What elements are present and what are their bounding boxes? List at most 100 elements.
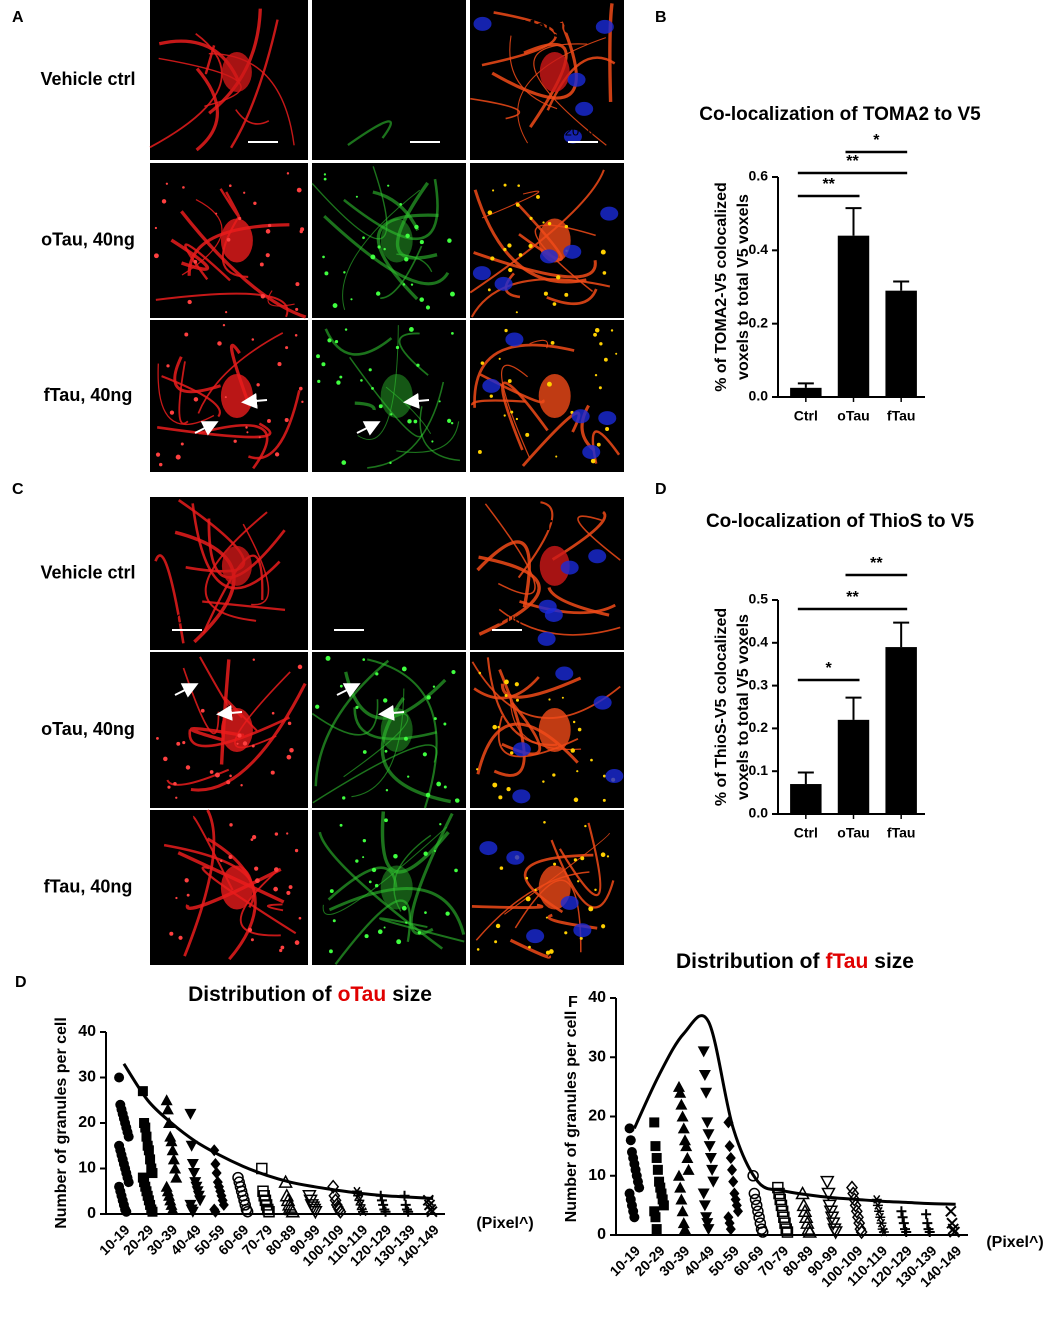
puncta xyxy=(503,247,507,252)
bar xyxy=(837,235,870,397)
significance-label: ** xyxy=(822,176,835,193)
x-unit-label: (Pixel^) xyxy=(986,1234,1043,1251)
data-point xyxy=(188,1168,201,1180)
puncta xyxy=(243,191,246,194)
data-point xyxy=(308,1205,323,1220)
data-point xyxy=(303,1194,318,1208)
puncta xyxy=(506,786,511,792)
nucleus xyxy=(595,19,614,34)
puncta xyxy=(154,226,158,230)
puncta xyxy=(165,182,169,185)
nucleus xyxy=(588,549,607,564)
neurite xyxy=(156,422,272,439)
neurite xyxy=(324,328,393,356)
neurite xyxy=(184,243,231,282)
neurite xyxy=(396,253,433,273)
data-point xyxy=(797,1203,813,1218)
puncta xyxy=(297,664,303,670)
neurite xyxy=(476,540,532,608)
puncta xyxy=(242,741,248,746)
puncta xyxy=(504,328,508,333)
x-tick-label: Ctrl xyxy=(794,825,818,841)
micrograph-signal xyxy=(471,821,615,959)
puncta xyxy=(542,780,545,783)
neurite xyxy=(385,386,432,434)
y-tick-label: 40 xyxy=(78,1023,96,1040)
soma xyxy=(538,708,571,752)
channel-title: Merge xyxy=(520,17,573,37)
puncta xyxy=(547,221,552,226)
puncta xyxy=(295,282,300,287)
puncta xyxy=(228,855,233,859)
neurite xyxy=(501,381,549,451)
chart-title: Distribution of oTau size xyxy=(188,983,432,1006)
puncta xyxy=(250,938,254,942)
neurite xyxy=(510,693,582,751)
puncta xyxy=(364,934,369,939)
puncta xyxy=(355,195,358,198)
puncta xyxy=(240,784,243,787)
neurite xyxy=(473,343,575,408)
puncta xyxy=(343,271,346,274)
title-text: size xyxy=(392,983,432,1006)
puncta xyxy=(594,328,600,333)
neurite xyxy=(367,658,438,809)
puncta xyxy=(342,796,346,800)
puncta xyxy=(433,717,437,721)
puncta xyxy=(229,823,233,827)
puncta xyxy=(274,867,279,872)
puncta xyxy=(476,948,480,951)
data-point xyxy=(774,1193,786,1206)
data-point xyxy=(828,1226,843,1240)
puncta xyxy=(416,363,420,367)
data-point xyxy=(948,1226,961,1238)
channel-title: TOMA2 xyxy=(358,17,421,37)
puncta xyxy=(600,852,606,858)
data-point xyxy=(798,1209,814,1223)
neurite xyxy=(349,356,423,438)
puncta xyxy=(507,243,512,248)
puncta xyxy=(360,379,363,382)
puncta xyxy=(324,271,329,276)
nucleus xyxy=(560,560,579,575)
micrograph-signal xyxy=(347,120,393,146)
micrograph-signal xyxy=(149,8,295,152)
data-point xyxy=(947,1223,959,1235)
soma xyxy=(539,545,570,586)
nucleus xyxy=(479,841,498,856)
puncta xyxy=(184,332,189,337)
y-tick-label: 0.1 xyxy=(749,762,769,778)
nucleus xyxy=(605,769,624,784)
puncta xyxy=(525,876,529,880)
data-point xyxy=(166,1144,179,1156)
puncta xyxy=(315,704,320,709)
data-point xyxy=(379,1204,390,1215)
soma xyxy=(539,52,570,92)
puncta xyxy=(375,672,379,676)
data-point xyxy=(655,1182,666,1193)
title-text: Distribution of xyxy=(676,950,820,973)
puncta xyxy=(504,679,509,685)
data-point xyxy=(772,1181,784,1194)
data-point xyxy=(256,1162,268,1175)
neurite xyxy=(247,390,301,460)
puncta xyxy=(588,906,594,912)
title-highlight: oTau xyxy=(338,983,387,1006)
neurite xyxy=(419,406,461,462)
puncta xyxy=(209,770,214,774)
data-point xyxy=(704,1152,717,1164)
data-point xyxy=(756,1226,769,1238)
data-point xyxy=(327,1179,340,1194)
neurite xyxy=(534,224,596,293)
nucleus xyxy=(506,850,525,865)
data-point xyxy=(302,1190,317,1204)
y-tick-label: 0.0 xyxy=(749,388,769,404)
puncta xyxy=(404,257,409,262)
neurite xyxy=(509,35,558,110)
puncta xyxy=(267,419,271,423)
puncta xyxy=(552,302,557,306)
data-point xyxy=(169,1162,182,1174)
puncta xyxy=(180,442,184,446)
puncta xyxy=(175,454,181,460)
neurite xyxy=(577,515,621,561)
